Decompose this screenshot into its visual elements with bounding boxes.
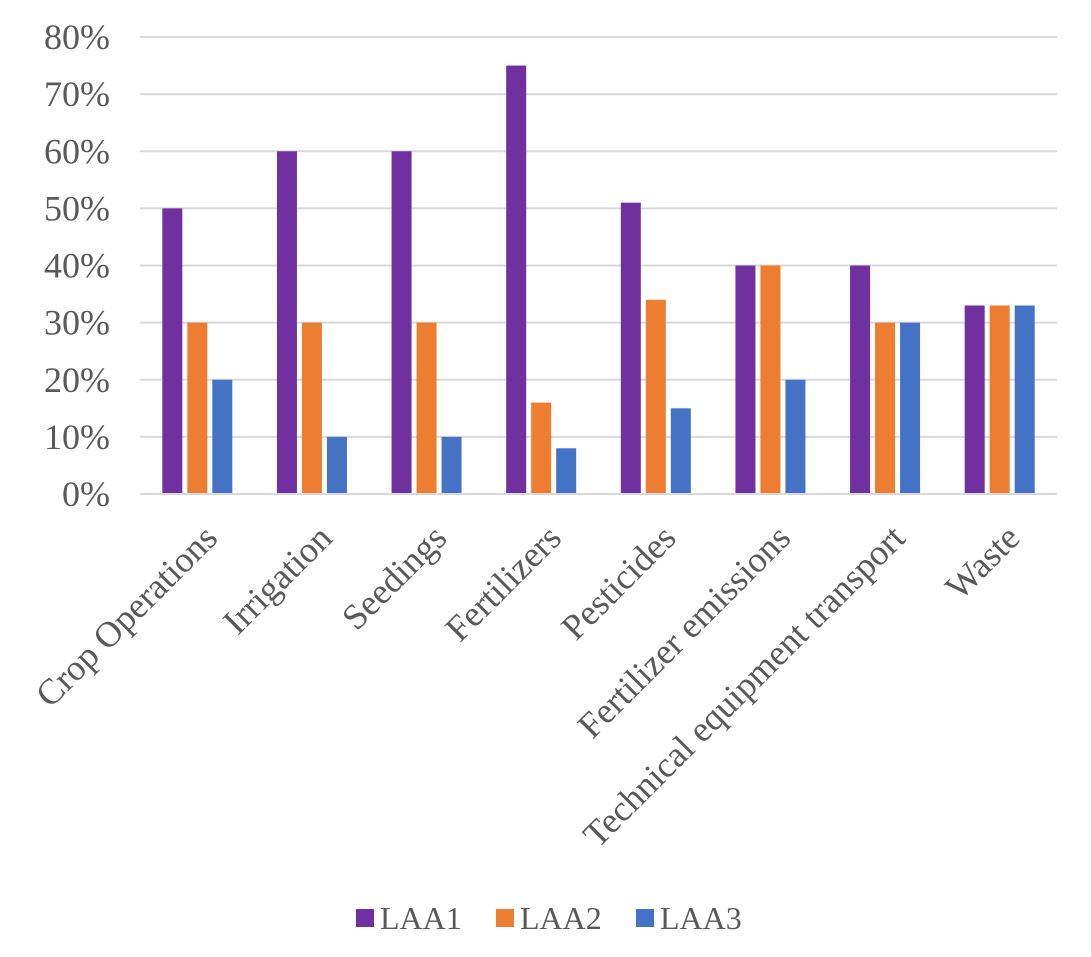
x-tick-label: Waste <box>937 517 1027 607</box>
bar-laa2-5 <box>760 265 781 494</box>
bar-laa3-5 <box>785 379 806 494</box>
bar-laa1-3 <box>506 65 527 494</box>
x-tick-label: Irrigation <box>215 517 339 641</box>
y-tick-label: 40% <box>44 246 110 286</box>
bar-laa1-6 <box>850 265 871 494</box>
bar-laa2-7 <box>989 305 1010 494</box>
y-tick-label: 70% <box>44 74 110 114</box>
bar-laa3-7 <box>1014 305 1035 494</box>
bar-laa1-0 <box>162 208 183 494</box>
bar-laa3-6 <box>900 322 921 494</box>
bar-laa2-1 <box>301 322 322 494</box>
bar-laa3-3 <box>556 448 577 494</box>
bars <box>162 65 1035 494</box>
x-tick-label: Seedings <box>334 517 454 637</box>
legend-swatch-laa3 <box>636 909 654 927</box>
bar-laa2-3 <box>531 402 552 494</box>
bar-laa3-0 <box>212 379 233 494</box>
x-tick-label: Fertilizers <box>437 517 568 648</box>
bar-laa2-0 <box>187 322 208 494</box>
y-tick-label: 60% <box>44 131 110 171</box>
bar-laa3-1 <box>326 436 347 494</box>
y-tick-label: 20% <box>44 360 110 400</box>
legend: LAA1 LAA2 LAA3 <box>356 900 742 936</box>
x-tick-label: Crop Operations <box>28 517 225 714</box>
bar-laa1-2 <box>391 151 412 494</box>
x-axis-ticks: Crop OperationsIrrigationSeedingsFertili… <box>28 517 1028 855</box>
y-axis-ticks: 0% 10% 20% 30% 40% 50% 60% 70% 80% <box>44 17 110 514</box>
legend-swatch-laa2 <box>496 909 514 927</box>
bar-laa1-1 <box>276 151 297 494</box>
y-tick-label: 0% <box>62 474 110 514</box>
bar-laa3-2 <box>441 436 462 494</box>
bar-laa1-5 <box>735 265 756 494</box>
bar-laa2-4 <box>645 299 666 494</box>
bar-laa2-2 <box>416 322 437 494</box>
legend-label-laa3: LAA3 <box>660 900 742 936</box>
bar-laa3-4 <box>670 408 691 494</box>
x-tick-label: Fertilizer emissions <box>570 517 798 745</box>
bar-laa1-4 <box>620 202 641 494</box>
legend-label-laa2: LAA2 <box>520 900 602 936</box>
legend-label-laa1: LAA1 <box>380 900 462 936</box>
y-tick-label: 10% <box>44 417 110 457</box>
y-tick-label: 30% <box>44 303 110 343</box>
bar-laa1-7 <box>964 305 985 494</box>
y-tick-label: 50% <box>44 188 110 228</box>
bar-laa2-6 <box>875 322 896 494</box>
y-tick-label: 80% <box>44 17 110 57</box>
legend-swatch-laa1 <box>356 909 374 927</box>
